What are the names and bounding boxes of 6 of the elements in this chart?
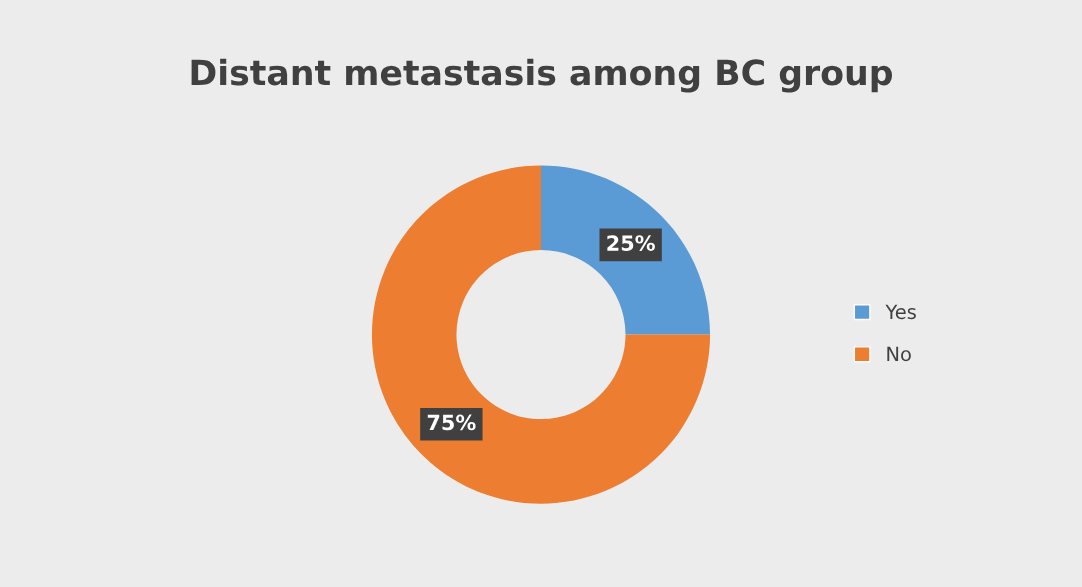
data-label: 75% — [427, 414, 476, 431]
chart-title: Distant metastasis among BC group — [191, 58, 893, 93]
legend-label: Yes — [885, 304, 916, 320]
donut-slice — [371, 165, 711, 504]
data-label: 25% — [607, 235, 655, 251]
legend-label: No — [887, 346, 911, 362]
